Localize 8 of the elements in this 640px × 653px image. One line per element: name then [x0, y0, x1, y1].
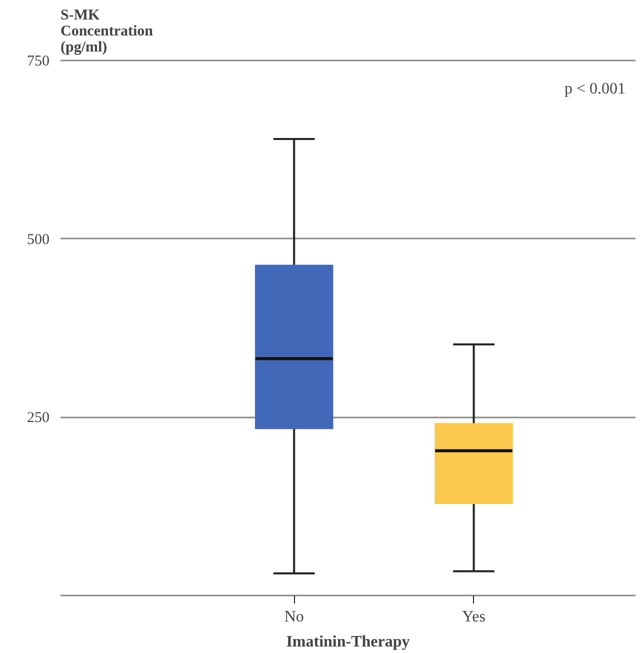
x-axis-title: Imatinin-Therapy	[286, 634, 410, 650]
annotation: p < 0.001	[564, 80, 626, 98]
y-tick-label: 500	[27, 232, 50, 248]
y-tick-label: 250	[27, 410, 50, 426]
y-tick-label: 750	[27, 54, 50, 70]
y-axis-title: S-MK Concentration (pg/ml)	[60, 8, 154, 56]
x-tick-label: No	[284, 608, 304, 626]
x-tick-label: Yes	[462, 608, 486, 626]
